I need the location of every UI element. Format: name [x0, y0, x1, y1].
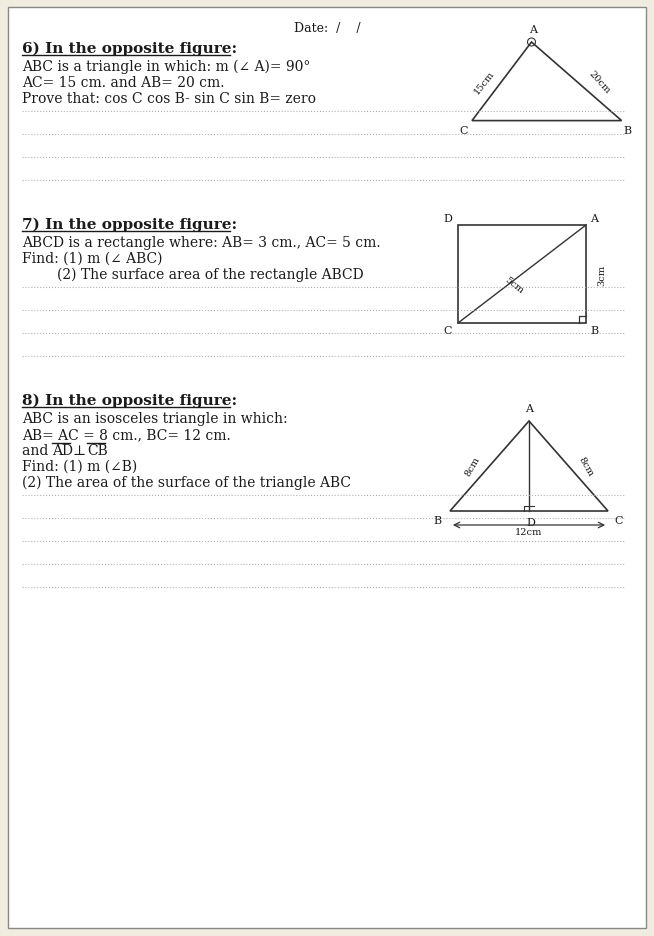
Text: (2) The surface area of the rectangle ABCD: (2) The surface area of the rectangle AB…	[22, 268, 364, 282]
Text: AC= 15 cm. and AB= 20 cm.: AC= 15 cm. and AB= 20 cm.	[22, 76, 224, 90]
Text: Find: (1) m (∠B): Find: (1) m (∠B)	[22, 460, 137, 474]
Text: C: C	[614, 516, 623, 525]
FancyBboxPatch shape	[8, 8, 646, 928]
Text: ABC is a triangle in which: m (∠ A)= 90°: ABC is a triangle in which: m (∠ A)= 90°	[22, 60, 311, 74]
Text: B: B	[623, 125, 632, 136]
Text: C: C	[443, 326, 452, 336]
Text: B: B	[590, 326, 598, 336]
Text: CB: CB	[87, 444, 108, 458]
Text: A: A	[590, 213, 598, 224]
Text: 5cm: 5cm	[503, 274, 525, 295]
Text: AD: AD	[52, 444, 73, 458]
Text: A: A	[530, 25, 538, 35]
Text: 7) In the opposite figure:: 7) In the opposite figure:	[22, 218, 237, 232]
Text: 6) In the opposite figure:: 6) In the opposite figure:	[22, 42, 237, 56]
Text: AB= AC = 8 cm., BC= 12 cm.: AB= AC = 8 cm., BC= 12 cm.	[22, 428, 231, 442]
Text: D: D	[443, 213, 452, 224]
Text: 15cm: 15cm	[472, 68, 496, 95]
Text: ABCD is a rectangle where: AB= 3 cm., AC= 5 cm.: ABCD is a rectangle where: AB= 3 cm., AC…	[22, 236, 381, 250]
Text: B: B	[434, 516, 442, 525]
Text: Prove that: cos C cos B- sin C sin B= zero: Prove that: cos C cos B- sin C sin B= ze…	[22, 92, 316, 106]
Text: ⊥: ⊥	[72, 444, 85, 458]
Text: A: A	[525, 403, 533, 414]
Text: C: C	[460, 125, 468, 136]
Text: 20cm: 20cm	[587, 69, 611, 95]
Text: 8cm: 8cm	[463, 455, 481, 478]
Text: D: D	[526, 518, 536, 528]
Text: 12cm: 12cm	[515, 528, 543, 536]
Text: 3cm: 3cm	[598, 264, 606, 285]
Text: 8cm: 8cm	[576, 455, 594, 478]
Text: ABC is an isosceles triangle in which:: ABC is an isosceles triangle in which:	[22, 412, 288, 426]
Text: 8) In the opposite figure:: 8) In the opposite figure:	[22, 393, 237, 408]
Text: and: and	[22, 444, 53, 458]
Text: Date:  /    /: Date: / /	[294, 22, 360, 35]
Text: Find: (1) m (∠ ABC): Find: (1) m (∠ ABC)	[22, 252, 162, 266]
Text: (2) The area of the surface of the triangle ABC: (2) The area of the surface of the trian…	[22, 475, 351, 490]
